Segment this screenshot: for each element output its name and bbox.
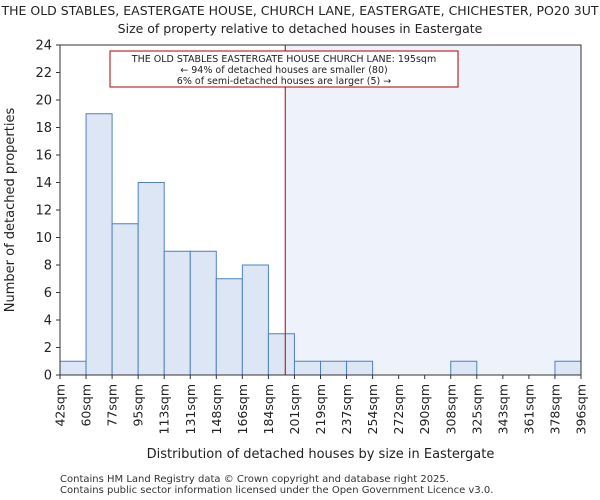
bar-201sqm [293, 360, 322, 376]
x-tick-label: 254sqm [365, 384, 380, 434]
y-tick-label: 12 [35, 204, 52, 219]
annotation-line-2: ← 94% of detached houses are smaller (80… [180, 65, 387, 76]
annotation-line-1: THE OLD STABLES EASTERGATE HOUSE CHURCH … [131, 54, 436, 65]
bar-184sqm [267, 333, 295, 376]
bar-308sqm [450, 360, 478, 376]
bar-113sqm [163, 250, 191, 376]
footer-line-2: Contains public sector information licen… [60, 485, 494, 496]
x-tick-label: 237sqm [339, 384, 354, 434]
x-tick-label: 131sqm [183, 384, 198, 434]
footer-line-1: Contains HM Land Registry data © Crown c… [60, 474, 449, 485]
x-tick-label: 166sqm [235, 384, 250, 434]
y-tick-label: 6 [44, 286, 52, 301]
bar-219sqm [320, 360, 348, 376]
annotation-line-3: 6% of semi-detached houses are larger (5… [177, 76, 391, 87]
x-tick-label: 184sqm [261, 384, 276, 434]
bar-166sqm [241, 264, 269, 376]
x-tick-label: 396sqm [574, 384, 589, 434]
y-tick-label: 22 [35, 66, 52, 81]
y-tick-label: 4 [44, 314, 52, 329]
y-tick-label: 16 [35, 149, 52, 164]
y-tick-label: 20 [35, 94, 52, 109]
x-tick-label: 378sqm [547, 384, 562, 434]
bar-148sqm [215, 278, 243, 376]
x-tick-label: 325sqm [469, 384, 484, 434]
y-tick-label: 8 [44, 259, 52, 274]
y-tick-label: 24 [35, 39, 52, 54]
x-tick-label: 201sqm [287, 384, 302, 434]
x-tick-label: 272sqm [391, 384, 406, 434]
x-tick-label: 77sqm [105, 384, 120, 427]
chart-title: THE OLD STABLES, EASTERGATE HOUSE, CHURC… [1, 3, 599, 18]
x-tick-label: 361sqm [521, 384, 536, 434]
x-tick-label: 42sqm [53, 384, 68, 427]
x-tick-label: 308sqm [443, 384, 458, 434]
y-tick-label: 0 [44, 369, 52, 384]
bar-131sqm [189, 250, 217, 376]
x-tick-label: 343sqm [495, 384, 510, 434]
bar-42sqm [59, 360, 87, 376]
x-axis-label: Distribution of detached houses by size … [147, 447, 495, 462]
y-tick-label: 14 [35, 176, 52, 191]
chart-subtitle: Size of property relative to detached ho… [117, 21, 483, 36]
y-axis-label: Number of detached properties [3, 108, 18, 313]
x-tick-label: 95sqm [131, 384, 146, 427]
y-tick-label: 18 [35, 121, 52, 136]
x-tick-label: 148sqm [209, 384, 224, 434]
y-tick-label: 2 [44, 341, 52, 356]
y-tick-label: 10 [35, 231, 52, 246]
x-tick-label: 60sqm [79, 384, 94, 427]
bar-95sqm [137, 182, 165, 376]
x-tick-label: 113sqm [157, 384, 172, 434]
annotation-box [109, 50, 459, 88]
bar-237sqm [346, 360, 374, 376]
bar-77sqm [111, 223, 139, 376]
x-tick-label: 219sqm [313, 384, 328, 434]
x-tick-label: 290sqm [417, 384, 432, 434]
highlight-region [285, 45, 581, 375]
bar-378sqm [554, 360, 582, 376]
bar-60sqm [85, 113, 113, 376]
